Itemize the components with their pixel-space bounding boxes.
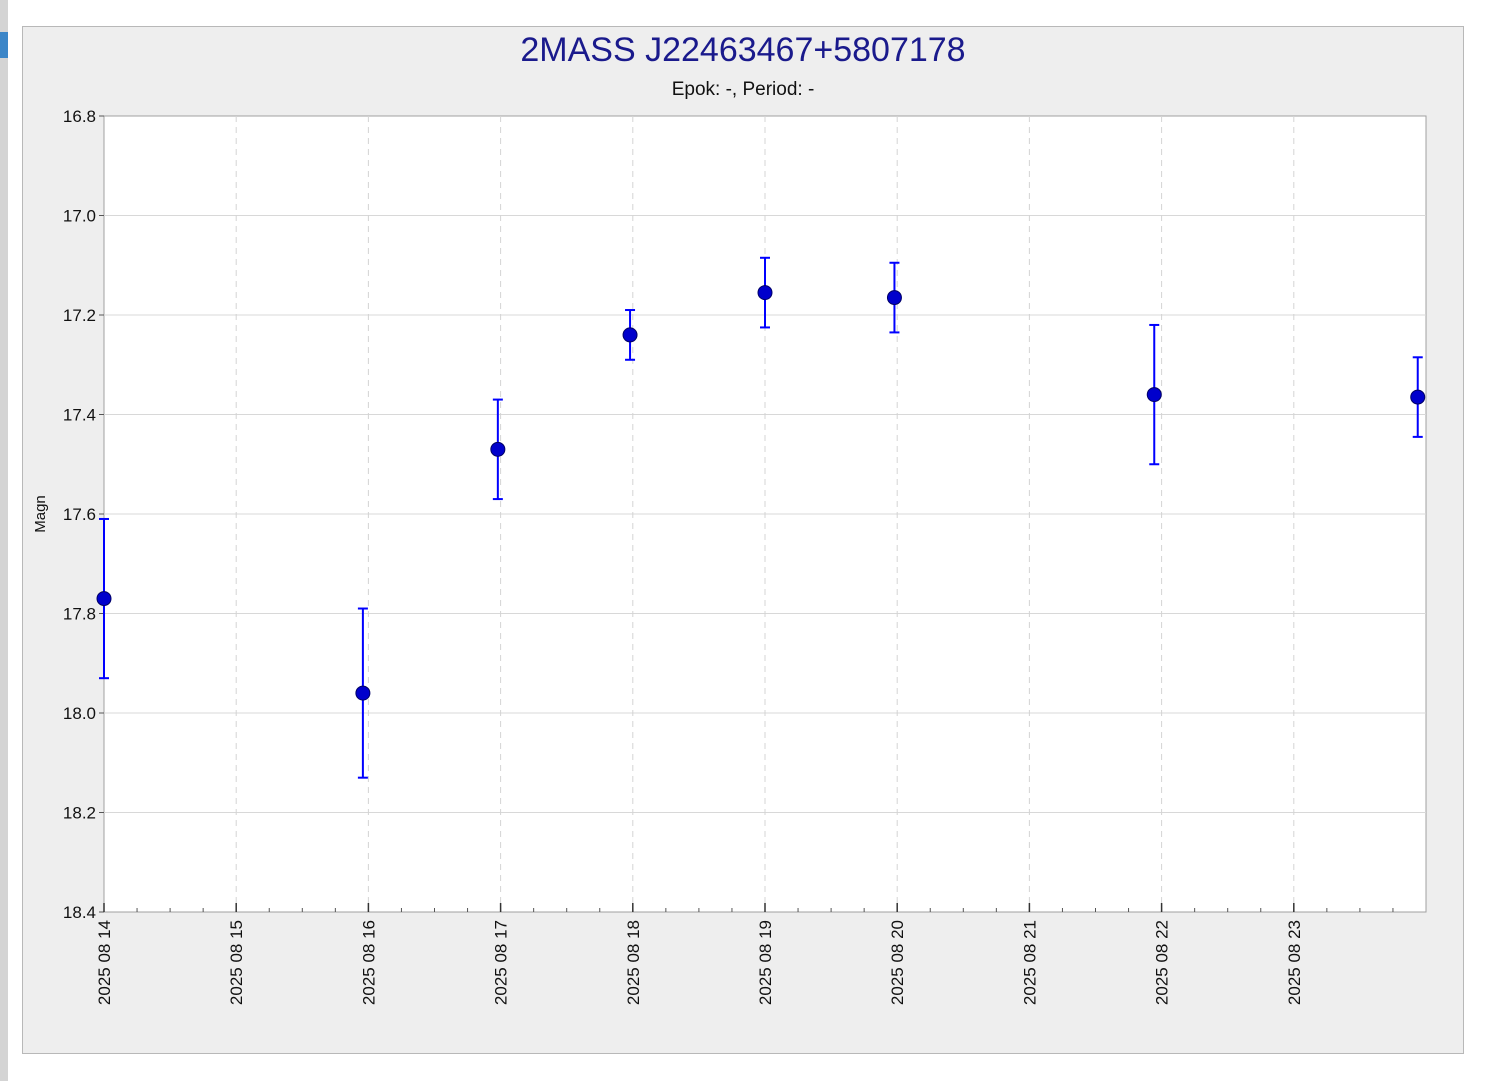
y-tick-label: 17.0 xyxy=(63,207,96,226)
y-axis-ticks: 16.8 17.0 17.2 17.4 17.6 17.8 18.0 18.2 18.4 xyxy=(63,107,104,922)
y-tick-label: 17.4 xyxy=(63,406,96,425)
light-curve-chart: 2MASS J22463467+5807178 Epok: -, Period:… xyxy=(32,31,1427,1005)
x-tick-label: 2025 08 20 xyxy=(888,920,907,1005)
data-points xyxy=(96,256,1426,779)
x-tick-label: 2025 08 16 xyxy=(359,920,378,1005)
x-tick-label: 2025 08 17 xyxy=(492,920,511,1005)
y-tick-label: 18.4 xyxy=(63,903,96,922)
window-left-strip xyxy=(0,0,8,1081)
y-axis-label: Magn xyxy=(32,495,49,533)
chart-panel: 2MASS J22463467+5807178 Epok: -, Period:… xyxy=(22,26,1464,1054)
x-axis-ticks: 2025 08 14 2025 08 15 2025 08 16 2025 08 17… xyxy=(95,903,1394,1005)
x-tick-label: 2025 08 14 xyxy=(95,920,114,1005)
data-point xyxy=(757,285,773,301)
x-tick-label: 2025 08 21 xyxy=(1020,920,1039,1005)
x-tick-label: 2025 08 18 xyxy=(624,920,643,1005)
data-point xyxy=(355,685,371,701)
data-point xyxy=(490,441,506,457)
chart-title: 2MASS J22463467+5807178 xyxy=(520,31,965,69)
data-point xyxy=(96,591,112,607)
y-tick-label: 18.0 xyxy=(63,704,96,723)
y-tick-label: 16.8 xyxy=(63,107,96,126)
data-point xyxy=(886,290,902,306)
data-point xyxy=(622,327,638,343)
grid-lines xyxy=(104,116,1426,912)
window-focus-marker xyxy=(0,32,8,58)
y-tick-label: 17.8 xyxy=(63,605,96,624)
x-tick-label: 2025 08 19 xyxy=(756,920,775,1005)
y-tick-label: 17.2 xyxy=(63,306,96,325)
chart-subtitle: Epok: -, Period: - xyxy=(672,79,815,100)
y-tick-label: 17.6 xyxy=(63,505,96,524)
x-tick-label: 2025 08 23 xyxy=(1285,920,1304,1005)
x-tick-label: 2025 08 22 xyxy=(1153,920,1172,1005)
data-point xyxy=(1410,389,1426,405)
x-tick-label: 2025 08 15 xyxy=(227,920,246,1005)
data-point xyxy=(1146,387,1162,403)
y-tick-label: 18.2 xyxy=(63,804,96,823)
